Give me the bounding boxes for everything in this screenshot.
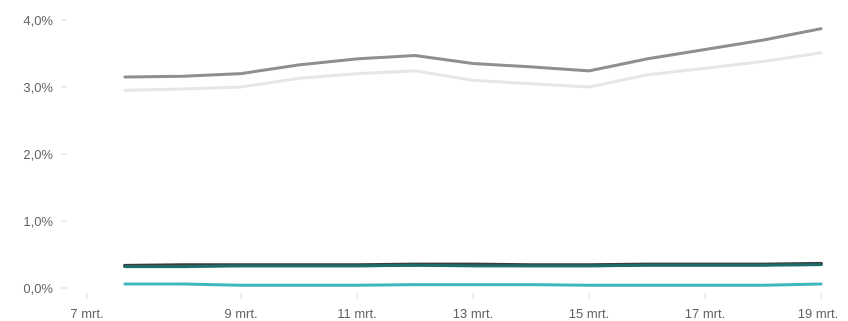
- x-tick-label: 11 mrt.: [337, 306, 377, 321]
- x-tick-label: 17 mrt.: [685, 306, 725, 321]
- series-line-2: [123, 51, 823, 92]
- x-tick-label: 19 mrt.: [798, 306, 838, 321]
- y-axis: 0,0% 1,0% 2,0% 3,0% 4,0%: [23, 13, 67, 296]
- y-tick-label: 2,0%: [23, 147, 53, 162]
- x-axis: 7 mrt. 9 mrt. 11 mrt. 13 mrt. 15 mrt. 17 mrt.…: [70, 293, 838, 321]
- y-tick-label: 1,0%: [23, 214, 53, 229]
- series-group: [123, 27, 823, 287]
- x-tick-label: 13 mrt.: [453, 306, 493, 321]
- y-tick-label: 4,0%: [23, 13, 53, 28]
- series-line-4: [123, 263, 823, 269]
- x-tick-label: 7 mrt.: [70, 306, 103, 321]
- x-tick-label: 15 mrt.: [569, 306, 609, 321]
- x-tick-label: 9 mrt.: [224, 306, 257, 321]
- series-line-1: [123, 27, 823, 79]
- y-tick-label: 3,0%: [23, 80, 53, 95]
- series-line-5: [123, 282, 823, 287]
- y-tick-label: 0,0%: [23, 281, 53, 296]
